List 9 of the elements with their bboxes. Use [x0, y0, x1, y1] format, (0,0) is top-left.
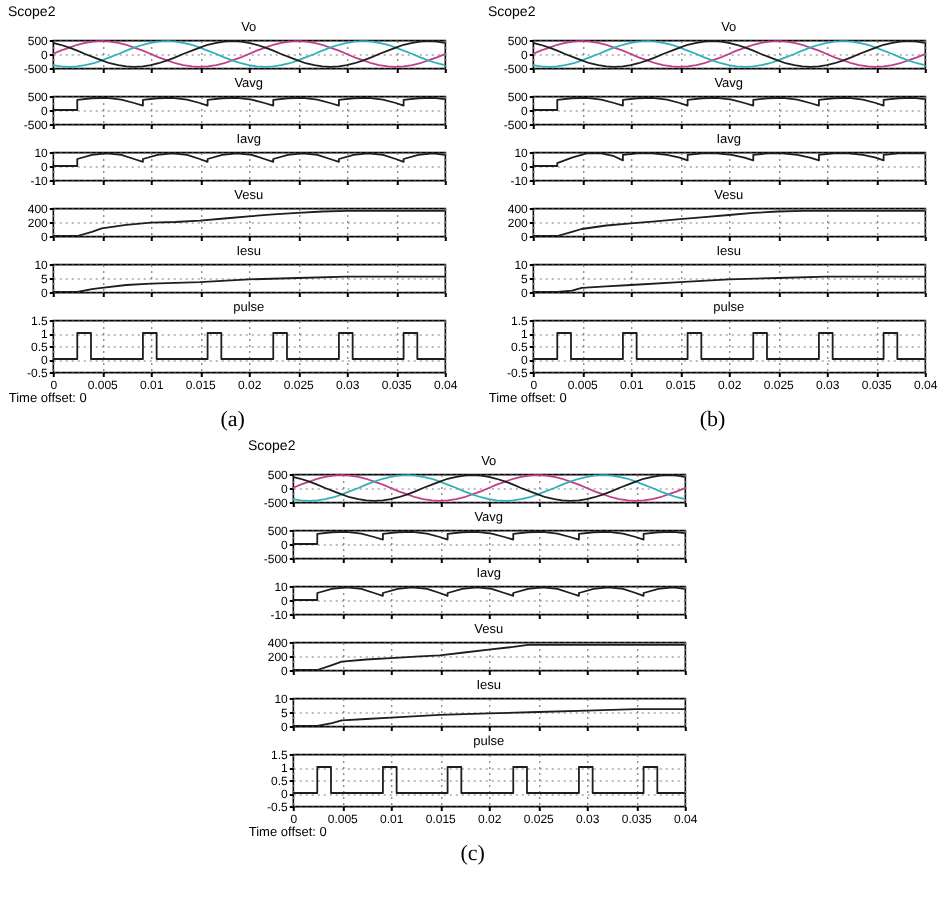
text: (a) — [220, 407, 246, 432]
line-series — [52, 209, 445, 236]
text: (b) — [699, 407, 727, 432]
line-series — [532, 40, 925, 68]
line-series — [292, 474, 685, 502]
line-series — [532, 209, 925, 236]
text: (c) — [460, 841, 486, 866]
line-series — [292, 643, 685, 670]
line-series — [52, 40, 445, 68]
